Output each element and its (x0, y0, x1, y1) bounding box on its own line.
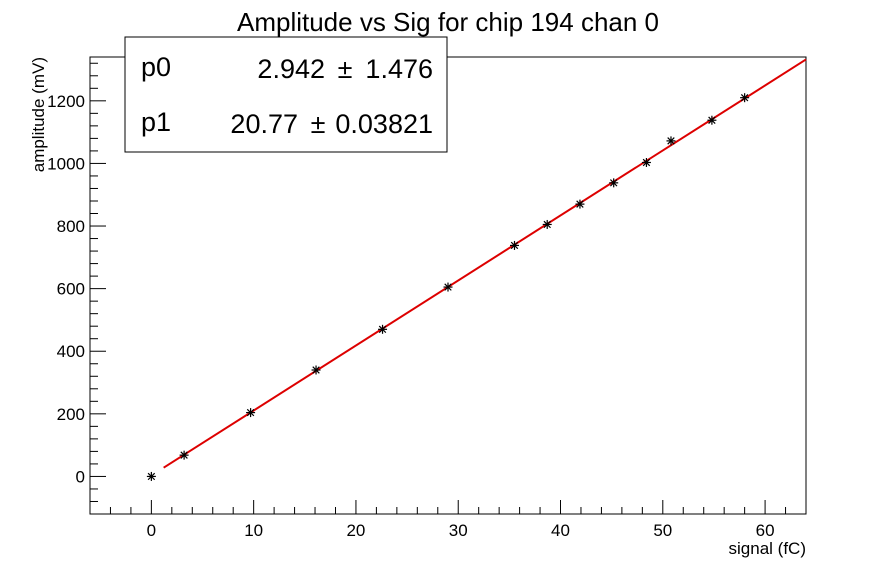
y-tick-label: 0 (76, 467, 85, 486)
data-point (378, 324, 388, 334)
data-point (609, 178, 619, 188)
x-axis-label: signal (fC) (729, 539, 806, 558)
data-point (666, 136, 676, 146)
fit-line (163, 58, 807, 469)
data-point (707, 115, 717, 125)
stat-p1-pm: ± (311, 109, 326, 139)
x-tick-label: 10 (244, 521, 263, 540)
y-tick-label: 1200 (47, 92, 85, 111)
x-tick-label: 40 (551, 521, 570, 540)
stat-p0-name: p0 (141, 52, 171, 82)
data-point (575, 199, 585, 209)
data-points (146, 93, 750, 481)
x-tick-label: 0 (147, 521, 156, 540)
y-tick-label: 400 (57, 342, 85, 361)
data-point (179, 450, 189, 460)
stat-p0-error: 1.476 (365, 54, 433, 84)
stats-box: p0 2.942 ± 1.476 p1 20.77 ± 0.03821 (124, 36, 448, 153)
data-point (246, 408, 256, 418)
data-point (542, 219, 552, 229)
data-point (311, 365, 321, 375)
x-axis: 0 10 20 30 40 50 60 (89, 500, 807, 540)
stat-p1-error: 0.03821 (335, 109, 433, 139)
stat-p0-value: 2.942 (257, 54, 325, 84)
y-axis: 0 200 400 600 800 1000 1200 (47, 62, 106, 515)
plot-frame (89, 56, 807, 515)
y-tick-label: 1000 (47, 154, 85, 173)
stat-p1-name: p1 (141, 107, 171, 137)
y-tick-label: 200 (57, 405, 85, 424)
stat-p1-value: 20.77 (230, 109, 298, 139)
x-tick-label: 20 (346, 521, 365, 540)
stats-box-frame (124, 36, 448, 153)
chart-title: Amplitude vs Sig for chip 194 chan 0 (237, 7, 659, 37)
data-point (443, 282, 453, 292)
y-axis-label: amplitude (mV) (29, 57, 48, 172)
y-tick-label: 800 (57, 217, 85, 236)
stat-p0-pm: ± (338, 54, 353, 84)
x-tick-label: 60 (756, 521, 775, 540)
y-tick-label: 600 (57, 280, 85, 299)
x-tick-label: 30 (449, 521, 468, 540)
data-point (740, 93, 750, 103)
data-point (509, 240, 519, 250)
data-point (641, 157, 651, 167)
x-tick-label: 50 (653, 521, 672, 540)
data-point (146, 471, 156, 481)
